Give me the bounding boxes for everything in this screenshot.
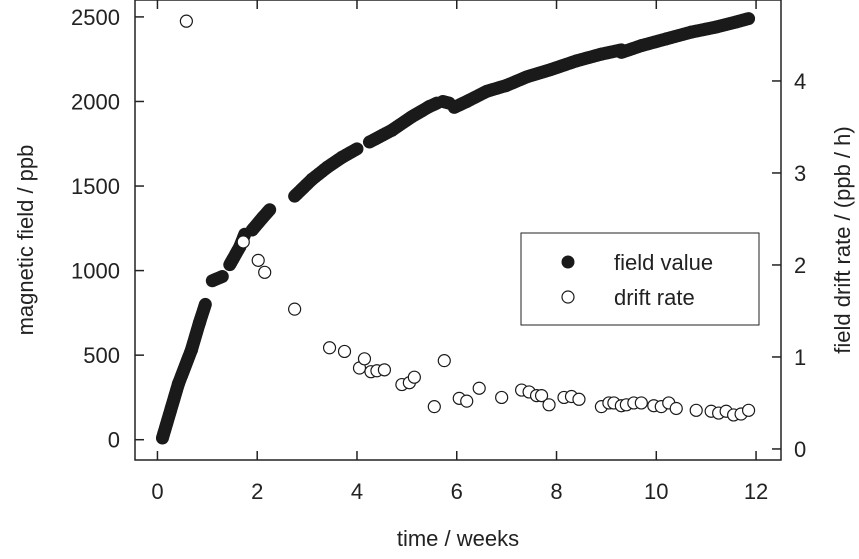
y-axis-left: 0 500 1000 1500 2000 2500 [71,5,144,453]
data-point-drift-rate [572,392,586,406]
x-tick-label: 8 [550,479,562,504]
data-point-drift-rate [337,344,352,359]
plot-frame [134,0,782,461]
x-tick-label: 10 [644,479,668,504]
data-point-field-value [263,203,277,217]
data-point-drift-rate [179,14,193,28]
data-point-drift-rate [472,381,486,395]
y-axis-right: 0 1 2 3 4 [772,69,806,462]
legend-label-field-value: field value [614,250,713,275]
x-axis: 0 2 4 6 8 10 12 [151,0,768,504]
y-left-tick-label: 1500 [71,174,120,199]
x-tick-label: 4 [351,479,363,504]
data-point-drift-rate [288,302,302,316]
x-tick-label: 0 [151,479,163,504]
y-right-tick-label: 1 [794,345,806,370]
x-tick-label: 12 [744,479,768,504]
legend-marker-field-value [561,255,575,269]
y-right-tick-label: 2 [794,253,806,278]
data-point-drift-rate [437,354,451,368]
data-point-drift-rate [542,398,556,412]
y-left-tick-label: 2500 [71,5,120,30]
data-point-field-value [215,270,229,284]
data-point-drift-rate [741,403,756,417]
y-left-tick-label: 2000 [71,89,120,114]
data-point-drift-rate [534,389,549,403]
data-point-drift-rate [251,253,265,267]
y-left-tick-label: 1000 [71,259,120,284]
y-axis-left-label: magnetic field / ppb [13,145,38,336]
y-right-tick-label: 0 [794,437,806,462]
data-point-drift-rate [258,265,272,279]
data-point-drift-rate [407,370,421,384]
series-drift-rate [179,14,756,422]
data-point-drift-rate [236,235,250,249]
data-point-drift-rate [495,390,509,405]
data-point-field-value [350,142,364,156]
data-point-drift-rate [322,341,337,355]
data-point-drift-rate [634,396,648,410]
legend-marker-drift-rate [561,290,575,304]
y-left-tick-label: 0 [108,428,120,453]
data-point-drift-rate [427,400,441,414]
data-point-drift-rate [357,352,372,366]
legend: field value drift rate [520,232,760,326]
legend-box [520,232,760,326]
y-right-tick-label: 3 [794,161,806,186]
x-tick-label: 6 [451,479,463,504]
y-right-tick-label: 4 [794,69,806,94]
data-point-drift-rate [689,403,703,417]
x-tick-label: 2 [251,479,263,504]
data-point-field-value [742,12,756,26]
data-point-drift-rate [669,401,683,416]
data-point-drift-rate [460,394,474,408]
data-point-field-value [198,297,212,311]
legend-label-drift-rate: drift rate [614,285,695,310]
data-point-drift-rate [377,363,392,377]
y-left-tick-label: 500 [83,343,120,368]
y-axis-right-label: field drift rate / (ppb / h) [830,126,855,353]
series-field-value [155,12,756,445]
x-axis-label: time / weeks [397,526,519,551]
